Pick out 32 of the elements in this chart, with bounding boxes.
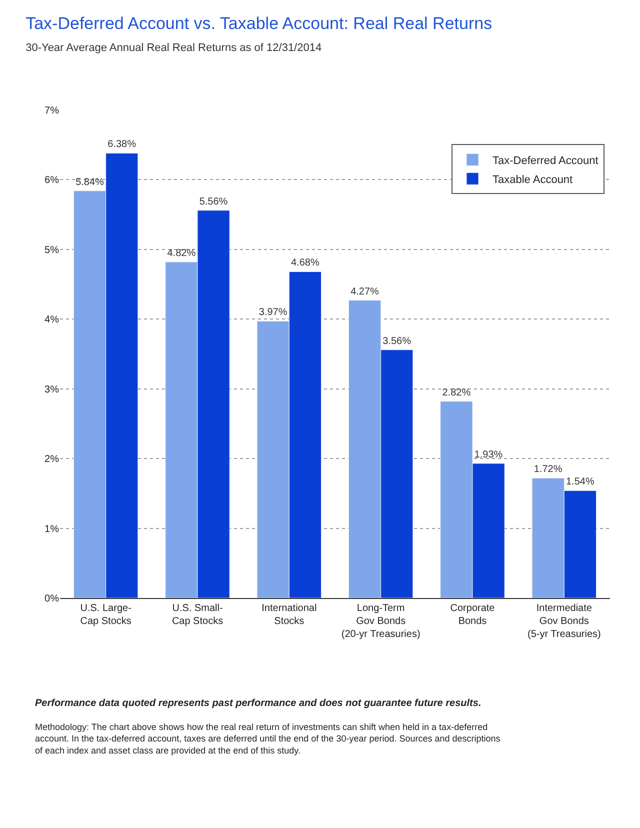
chart-subtitle: 30-Year Average Annual Real Real Returns as of 12/31/2014: [26, 42, 322, 54]
y-tick-label: 5%: [44, 244, 60, 256]
legend-label: Tax-Deferred Account: [492, 154, 598, 167]
data-label: 1.93%: [474, 449, 503, 460]
x-tick-label: Corporate Bonds: [450, 603, 496, 627]
legend-label: Taxable Account: [492, 174, 573, 186]
y-tick-label: 1%: [44, 524, 60, 535]
data-label: 2.82%: [442, 387, 471, 398]
text: Performance data quoted represents past performance and does not guarantee future results.: [35, 698, 482, 709]
x-tick-label: U.S. Large- Cap Stocks: [80, 603, 132, 627]
x-tick-label: U.S. Small- Cap Stocks: [172, 603, 224, 627]
text: Methodology: The chart above shows how the real real return of investments can shift when held in a tax-deferred account. In the tax-deferred account, taxes are deferred until the end of the 30-year period. Sources and descriptions of each index and asset class are provided at the end of this study.: [35, 722, 501, 756]
y-tick-label: 4%: [44, 314, 60, 326]
data-label: 1.72%: [534, 464, 562, 476]
data-label: 3.97%: [258, 307, 288, 318]
data-label: 4.68%: [290, 258, 320, 269]
data-label: 4.82%: [167, 248, 196, 259]
y-tick-label: 3%: [44, 384, 60, 396]
x-tick-label: Long-Term Gov Bonds (20-yr Treasuries): [341, 603, 420, 640]
y-tick-label: 2%: [44, 454, 60, 466]
y-tick-label: 7%: [44, 106, 60, 116]
x-tick-label: International Stocks: [262, 603, 317, 627]
y-tick-label: 6%: [44, 175, 60, 186]
y-tick-label: 0%: [44, 594, 60, 604]
data-label: 4.27%: [350, 286, 380, 298]
data-label: 1.54%: [566, 476, 594, 488]
chart-title: Tax-Deferred Account vs. Taxable Account: Real Real Returns: [26, 14, 492, 33]
data-label: 3.56%: [382, 336, 412, 347]
x-tick-label: Intermediate Gov Bonds (5-yr Treasuries): [527, 603, 601, 640]
data-label: 5.84%: [76, 176, 104, 188]
data-label: 6.38%: [108, 139, 136, 150]
data-label: 5.56%: [199, 196, 228, 208]
